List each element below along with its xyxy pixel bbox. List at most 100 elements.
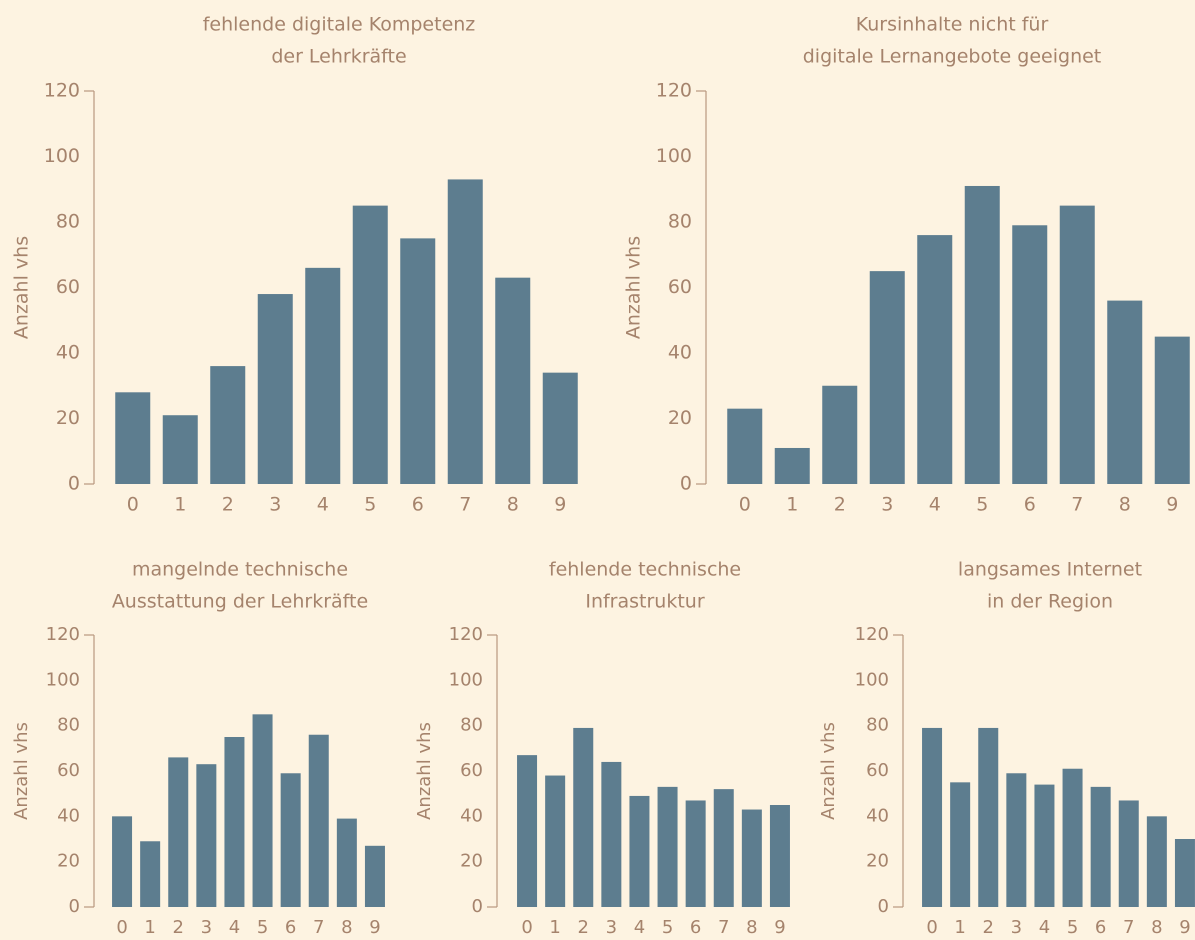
y-tick-label: 80 (866, 715, 889, 736)
x-tick-label: 7 (1071, 494, 1083, 516)
bar (950, 782, 971, 907)
x-tick-label: 0 (739, 494, 751, 516)
x-tick-label: 4 (229, 917, 240, 938)
bar (1146, 816, 1167, 907)
x-tick-label: 7 (718, 917, 729, 938)
bar (657, 786, 678, 907)
bar (545, 775, 566, 907)
y-tick-label: 100 (855, 669, 889, 690)
x-tick-label: 6 (412, 494, 424, 516)
bar (978, 727, 999, 907)
chart-title: Ausstattung der Lehrkräfte (112, 591, 368, 613)
bar (162, 415, 198, 484)
x-tick-label: 8 (341, 917, 352, 938)
y-axis-label: Anzahl vhs (623, 236, 645, 339)
bar (364, 845, 385, 907)
y-tick-label: 80 (56, 211, 80, 233)
x-tick-label: 5 (662, 917, 673, 938)
bar (495, 277, 531, 484)
x-tick-label: 9 (554, 494, 566, 516)
x-tick-label: 8 (746, 917, 757, 938)
y-tick-label: 80 (460, 715, 483, 736)
y-tick-label: 100 (449, 669, 483, 690)
bar (196, 764, 217, 907)
chart-title: mangelnde technische (132, 559, 348, 581)
bar (352, 205, 388, 484)
bar (713, 789, 734, 907)
y-tick-label: 20 (57, 851, 80, 872)
x-tick-label: 0 (521, 917, 532, 938)
y-tick-label: 0 (680, 473, 692, 495)
bar (774, 447, 810, 484)
bar (1012, 225, 1048, 484)
bar (1062, 768, 1083, 907)
y-tick-label: 40 (56, 342, 80, 364)
x-tick-label: 3 (1011, 917, 1022, 938)
x-tick-label: 6 (285, 917, 296, 938)
x-tick-label: 7 (1123, 917, 1134, 938)
bar (629, 795, 650, 907)
bar (964, 185, 1000, 484)
x-tick-label: 9 (1166, 494, 1178, 516)
bar (1154, 336, 1190, 484)
bar (601, 761, 622, 907)
x-tick-label: 3 (201, 917, 212, 938)
x-tick-label: 3 (269, 494, 281, 516)
bar (1107, 300, 1143, 484)
bar (685, 800, 706, 907)
bar (1059, 205, 1095, 484)
x-tick-label: 6 (1095, 917, 1106, 938)
bar (741, 809, 762, 907)
x-tick-label: 6 (1024, 494, 1036, 516)
bar (822, 385, 858, 484)
y-tick-label: 100 (656, 145, 692, 167)
y-tick-label: 60 (57, 760, 80, 781)
y-tick-label: 20 (866, 851, 889, 872)
x-tick-label: 1 (954, 917, 965, 938)
x-tick-label: 2 (983, 917, 994, 938)
x-tick-label: 2 (834, 494, 846, 516)
y-tick-label: 40 (866, 805, 889, 826)
bar (336, 818, 357, 907)
bar (517, 755, 538, 907)
x-tick-label: 8 (1119, 494, 1131, 516)
x-tick-label: 5 (976, 494, 988, 516)
chart-title: Infrastruktur (585, 591, 704, 613)
bar (1174, 839, 1195, 907)
bar (917, 235, 953, 484)
x-tick-label: 9 (774, 917, 785, 938)
y-axis-label: Anzahl vhs (414, 722, 435, 820)
bar (1034, 784, 1055, 907)
bar (140, 841, 161, 907)
bar (305, 267, 341, 484)
y-tick-label: 80 (57, 715, 80, 736)
bar (542, 372, 578, 484)
x-tick-label: 0 (116, 917, 127, 938)
bar (257, 294, 293, 484)
x-tick-label: 1 (549, 917, 560, 938)
bar (727, 408, 763, 484)
x-tick-label: 5 (1067, 917, 1078, 938)
chart-title: fehlende digitale Kompetenz (203, 14, 476, 36)
y-tick-label: 100 (46, 669, 80, 690)
x-tick-label: 7 (459, 494, 471, 516)
y-tick-label: 60 (866, 760, 889, 781)
x-tick-label: 3 (606, 917, 617, 938)
x-tick-label: 1 (174, 494, 186, 516)
bar (922, 727, 943, 907)
y-tick-label: 40 (57, 805, 80, 826)
bar (769, 805, 790, 907)
y-axis-label: Anzahl vhs (11, 722, 32, 820)
bar (573, 727, 594, 907)
y-tick-label: 120 (855, 624, 889, 645)
y-tick-label: 20 (668, 407, 692, 429)
x-tick-label: 9 (369, 917, 380, 938)
x-tick-label: 5 (364, 494, 376, 516)
x-tick-label: 0 (926, 917, 937, 938)
bar (447, 179, 483, 485)
chart-title: Kursinhalte nicht für (856, 14, 1049, 36)
chart-title: fehlende technische (549, 559, 741, 581)
x-tick-label: 4 (1039, 917, 1050, 938)
bar (400, 238, 436, 484)
y-tick-label: 120 (44, 80, 80, 102)
